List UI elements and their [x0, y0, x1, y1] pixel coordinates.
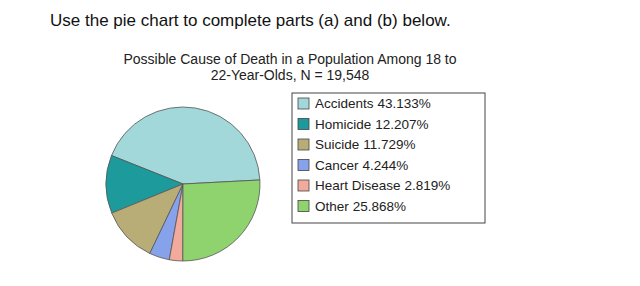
- legend-label: Heart Disease: [315, 178, 401, 193]
- legend-label: Accidents: [315, 96, 374, 111]
- legend-value: 43.133%: [378, 96, 431, 111]
- legend-value: 11.729%: [363, 137, 415, 152]
- legend-entry: Accidents 43.133%: [315, 96, 431, 111]
- legend-label: Suicide: [315, 137, 359, 152]
- legend-frame: [292, 93, 485, 223]
- legend-swatch: [298, 139, 309, 150]
- legend-swatch: [298, 160, 309, 171]
- legend-label: Cancer: [315, 158, 359, 173]
- legend-value: 4.244%: [363, 158, 409, 173]
- legend-entry: Heart Disease 2.819%: [315, 178, 450, 193]
- chart: Use the pie chart to complete parts (a) …: [0, 0, 640, 286]
- legend-swatch: [298, 98, 309, 109]
- legend-label: Homicide: [315, 117, 371, 132]
- legend: Accidents 43.133% Homicide 12.207% Suicide 11…: [292, 93, 485, 223]
- legend-swatch: [298, 201, 309, 212]
- legend-entry: Homicide 12.207%: [315, 117, 429, 132]
- slice: [169, 184, 183, 261]
- instruction: Use the pie chart to complete parts (a) …: [50, 11, 451, 30]
- title: Possible Cause of Death in a Population …: [123, 51, 456, 83]
- legend-value: 2.819%: [405, 178, 451, 193]
- legend-value: 12.207%: [375, 117, 428, 132]
- pie: [106, 107, 260, 261]
- legend-swatch: [298, 119, 309, 130]
- legend-entry: Cancer 4.244%: [315, 158, 408, 173]
- legend-value: 25.868%: [353, 199, 406, 214]
- legend-swatch: [298, 180, 309, 191]
- slice: [183, 180, 260, 261]
- legend-entry: Other 25.868%: [315, 199, 406, 214]
- legend-label: Other: [315, 199, 349, 214]
- legend-entry: Suicide 11.729%: [315, 137, 416, 152]
